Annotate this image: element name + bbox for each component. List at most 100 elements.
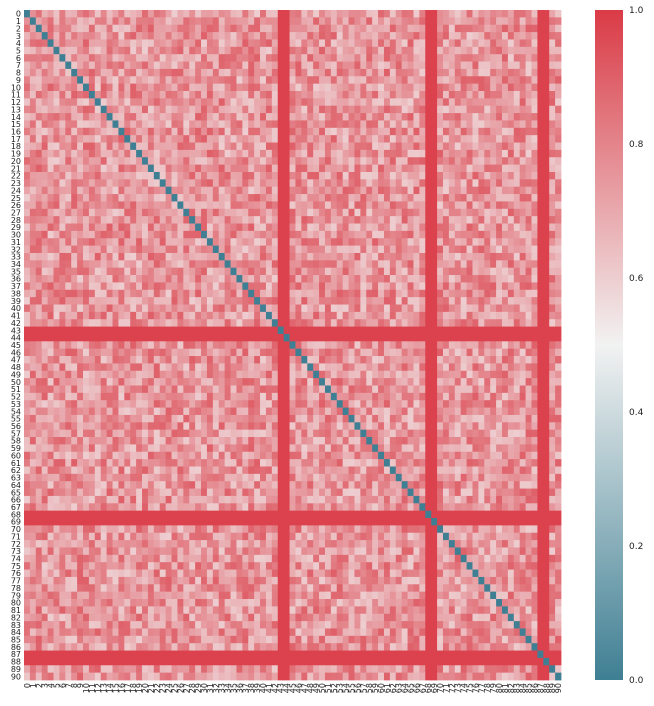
heatmap-cell bbox=[378, 341, 385, 350]
heatmap-cell bbox=[301, 304, 308, 313]
heatmap-cell bbox=[407, 238, 414, 246]
heatmap-cell bbox=[389, 39, 397, 48]
heatmap-cell bbox=[35, 157, 43, 166]
heatmap-cell bbox=[437, 149, 444, 158]
heatmap-cell bbox=[472, 392, 479, 401]
heatmap-cell bbox=[277, 83, 285, 92]
heatmap-cell bbox=[77, 297, 84, 305]
heatmap-cell bbox=[100, 201, 108, 210]
heatmap-cell bbox=[342, 341, 349, 350]
heatmap-cell bbox=[47, 363, 54, 372]
heatmap-cell bbox=[295, 171, 302, 180]
heatmap-cell bbox=[537, 68, 544, 77]
heatmap-cell bbox=[295, 289, 302, 298]
heatmap-cell bbox=[242, 356, 249, 364]
heatmap-cell bbox=[301, 216, 308, 224]
heatmap-cell bbox=[507, 289, 515, 298]
heatmap-cell bbox=[354, 407, 361, 416]
heatmap-cell bbox=[401, 385, 408, 394]
heatmap-cell bbox=[543, 39, 550, 48]
heatmap-cell bbox=[460, 385, 467, 394]
heatmap-cell bbox=[484, 245, 491, 254]
heatmap-cell bbox=[100, 46, 108, 55]
heatmap-cell bbox=[136, 363, 143, 372]
heatmap-cell bbox=[496, 230, 503, 239]
heatmap-cell bbox=[525, 326, 532, 335]
heatmap-cell bbox=[537, 370, 544, 379]
heatmap-cell bbox=[419, 216, 426, 224]
heatmap-cell bbox=[189, 17, 196, 26]
heatmap-cell bbox=[484, 157, 491, 166]
heatmap-cell bbox=[83, 24, 90, 33]
heatmap-cell bbox=[29, 282, 37, 291]
heatmap-cell bbox=[242, 275, 249, 283]
heatmap-cell bbox=[319, 68, 326, 77]
heatmap-cell bbox=[531, 400, 538, 408]
heatmap-cell bbox=[94, 157, 102, 166]
heatmap-cell bbox=[53, 186, 60, 195]
heatmap-cell bbox=[360, 385, 367, 394]
heatmap-cell bbox=[183, 289, 190, 298]
heatmap-cell bbox=[472, 83, 479, 92]
heatmap-cell bbox=[372, 311, 379, 320]
heatmap-cell bbox=[206, 186, 214, 195]
heatmap-cell bbox=[130, 370, 137, 379]
heatmap-cell bbox=[206, 113, 214, 121]
heatmap-cell bbox=[265, 186, 273, 195]
heatmap-cell bbox=[490, 407, 497, 416]
heatmap-cell bbox=[501, 127, 509, 136]
heatmap-cell bbox=[283, 326, 290, 335]
heatmap-cell bbox=[537, 164, 544, 173]
heatmap-cell bbox=[136, 46, 143, 55]
heatmap-cell bbox=[437, 135, 444, 143]
heatmap-cell bbox=[354, 98, 361, 107]
heatmap-cell bbox=[254, 326, 261, 335]
heatmap-cell bbox=[372, 157, 379, 166]
heatmap-cell bbox=[212, 164, 220, 173]
heatmap-cell bbox=[407, 105, 414, 114]
heatmap-cell bbox=[383, 171, 391, 180]
heatmap-cell bbox=[248, 392, 255, 401]
heatmap-cell bbox=[41, 179, 48, 188]
heatmap-cell bbox=[543, 289, 550, 298]
heatmap-cell bbox=[206, 179, 214, 188]
heatmap-cell bbox=[348, 238, 355, 246]
heatmap-cell bbox=[419, 245, 426, 254]
heatmap-cell bbox=[519, 164, 526, 173]
heatmap-cell bbox=[484, 252, 491, 261]
heatmap-cell bbox=[254, 24, 261, 33]
heatmap-cell bbox=[507, 230, 515, 239]
heatmap-cell bbox=[242, 385, 249, 394]
heatmap-cell bbox=[218, 32, 226, 40]
heatmap-cell bbox=[395, 311, 403, 320]
heatmap-cell bbox=[248, 385, 255, 394]
heatmap-cell bbox=[507, 46, 515, 55]
heatmap-cell bbox=[260, 98, 267, 107]
heatmap-cell bbox=[153, 392, 161, 401]
heatmap-cell bbox=[525, 289, 532, 298]
heatmap-cell bbox=[348, 282, 355, 291]
heatmap-cell bbox=[460, 356, 467, 364]
heatmap-cell bbox=[29, 113, 37, 121]
heatmap-cell bbox=[289, 68, 296, 77]
heatmap-cell bbox=[401, 179, 408, 188]
heatmap-cell bbox=[348, 348, 355, 357]
heatmap-cell bbox=[177, 326, 184, 335]
heatmap-cell bbox=[466, 297, 473, 305]
heatmap-cell bbox=[537, 186, 544, 195]
heatmap-cell bbox=[29, 32, 37, 40]
heatmap-cell bbox=[289, 311, 296, 320]
heatmap-cell bbox=[307, 194, 314, 202]
heatmap-cell bbox=[47, 127, 54, 136]
heatmap-cell bbox=[307, 378, 314, 386]
heatmap-cell bbox=[189, 113, 196, 121]
heatmap-cell bbox=[490, 90, 497, 99]
heatmap-cell bbox=[136, 333, 143, 342]
heatmap-cell bbox=[313, 238, 320, 246]
heatmap-cell bbox=[100, 179, 108, 188]
heatmap-cell bbox=[537, 61, 544, 70]
heatmap-cell bbox=[507, 61, 515, 70]
heatmap-cell bbox=[366, 275, 373, 283]
heatmap-cell bbox=[236, 282, 243, 291]
heatmap-cell bbox=[136, 341, 143, 350]
